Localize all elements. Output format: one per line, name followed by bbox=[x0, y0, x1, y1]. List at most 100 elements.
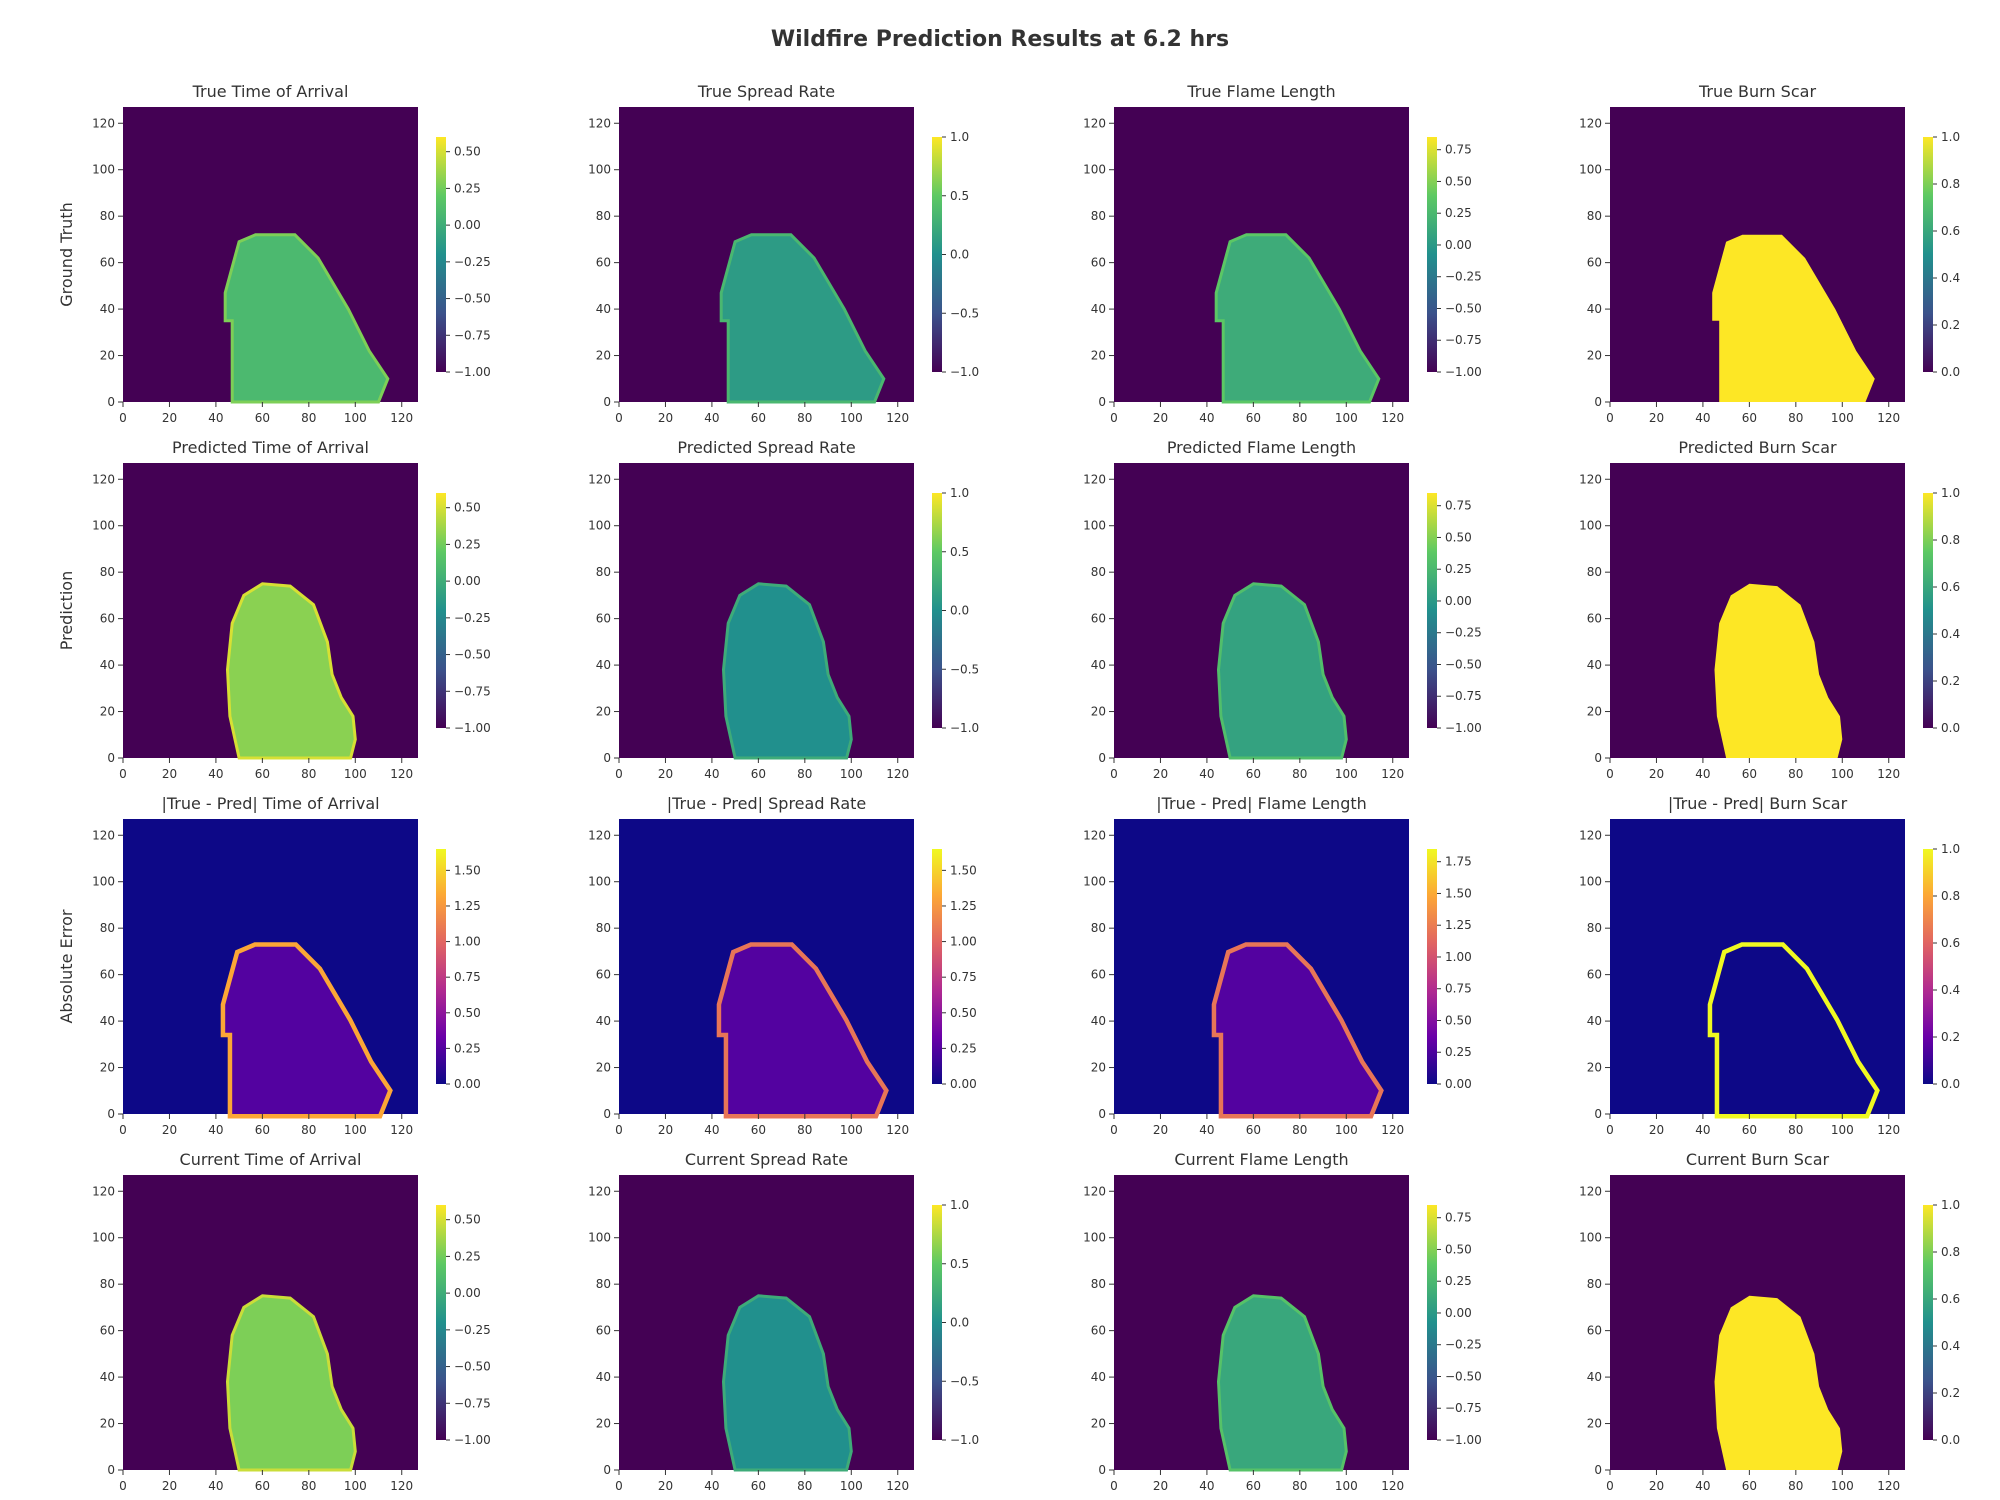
colorbar-tick-label: 0.00 bbox=[1445, 594, 1472, 608]
x-tick-label: 0 bbox=[1110, 411, 1118, 425]
colorbar-tick-label: −1.0 bbox=[950, 721, 979, 735]
colorbar-tick-label: −0.75 bbox=[1445, 333, 1482, 347]
y-tick-label: 100 bbox=[92, 519, 115, 533]
colorbar-tick-label: 0.50 bbox=[1445, 1013, 1472, 1027]
x-tick-label: 100 bbox=[840, 1479, 863, 1493]
y-tick-label: 120 bbox=[1083, 116, 1106, 130]
y-tick-label: 20 bbox=[596, 349, 611, 363]
y-tick-label: 20 bbox=[100, 1417, 115, 1431]
x-tick-label: 40 bbox=[1199, 1123, 1214, 1137]
x-tick-label: 60 bbox=[751, 411, 766, 425]
y-tick-label: 20 bbox=[1587, 705, 1602, 719]
colorbar bbox=[1923, 137, 1933, 372]
y-tick-label: 40 bbox=[1587, 302, 1602, 316]
fire-region-edge bbox=[721, 582, 853, 760]
colorbar-tick-label: 0.00 bbox=[950, 1077, 977, 1091]
x-tick-label: 40 bbox=[704, 767, 719, 781]
fire-region bbox=[227, 583, 356, 758]
y-tick-label: 120 bbox=[1083, 1184, 1106, 1198]
x-tick-label: 120 bbox=[390, 1479, 413, 1493]
panel-title: Predicted Flame Length bbox=[1167, 438, 1356, 457]
x-tick-label: 40 bbox=[208, 1479, 223, 1493]
x-tick-label: 120 bbox=[1877, 411, 1900, 425]
y-tick-label: 20 bbox=[1091, 1417, 1106, 1431]
colorbar-tick-label: 1.50 bbox=[1445, 886, 1472, 900]
x-tick-label: 0 bbox=[119, 767, 127, 781]
colorbar-tick-label: 0.00 bbox=[454, 1286, 481, 1300]
colorbar-tick-label: 0.5 bbox=[950, 545, 969, 559]
y-tick-label: 60 bbox=[1091, 968, 1106, 982]
y-tick-label: 80 bbox=[596, 921, 611, 935]
heatmap-panel: Current Burn Scar 0 20 40 60 80 100 120 0 20 40 60 8… bbox=[1579, 1150, 1960, 1493]
x-tick-label: 20 bbox=[1649, 1479, 1664, 1493]
y-tick-label: 40 bbox=[1091, 1014, 1106, 1028]
colorbar-tick-label: 0.25 bbox=[454, 537, 481, 551]
y-tick-label: 40 bbox=[596, 1370, 611, 1384]
x-tick-label: 120 bbox=[1877, 1123, 1900, 1137]
y-tick-label: 0 bbox=[1098, 1463, 1106, 1477]
y-tick-label: 0 bbox=[1594, 1463, 1602, 1477]
colorbar-tick-label: 0.0 bbox=[1941, 721, 1960, 735]
x-tick-label: 20 bbox=[1153, 1479, 1168, 1493]
fire-region-edge bbox=[1216, 582, 1348, 760]
x-tick-label: 100 bbox=[840, 411, 863, 425]
x-tick-label: 100 bbox=[1335, 1123, 1358, 1137]
x-tick-label: 120 bbox=[1381, 411, 1404, 425]
x-tick-label: 80 bbox=[1292, 1123, 1307, 1137]
fire-region bbox=[1714, 1295, 1843, 1470]
colorbar-tick-label: 0.2 bbox=[1941, 318, 1960, 332]
x-tick-label: 80 bbox=[301, 1123, 316, 1137]
colorbar-tick-label: −1.00 bbox=[454, 365, 491, 379]
error-region-core bbox=[225, 946, 388, 1114]
y-tick-label: 60 bbox=[596, 612, 611, 626]
colorbar-tick-label: −1.00 bbox=[1445, 365, 1482, 379]
y-tick-label: 100 bbox=[1083, 163, 1106, 177]
fire-region bbox=[721, 234, 884, 402]
y-tick-label: 40 bbox=[100, 1014, 115, 1028]
y-tick-label: 120 bbox=[92, 828, 115, 842]
colorbar-tick-label: 0.75 bbox=[454, 970, 481, 984]
y-tick-label: 100 bbox=[1083, 519, 1106, 533]
heatmap-panel: Predicted Burn Scar 0 20 40 60 80 100 120 0 20 40 6… bbox=[1579, 438, 1960, 781]
x-tick-label: 100 bbox=[1831, 767, 1854, 781]
colorbar-tick-label: −0.25 bbox=[1445, 1338, 1482, 1352]
panel-title: True Burn Scar bbox=[1698, 82, 1816, 101]
x-tick-label: 120 bbox=[1877, 1479, 1900, 1493]
x-tick-label: 0 bbox=[119, 411, 127, 425]
heatmap-panel: |True - Pred| Burn Scar 0 20 40 60 80 100 120 0 2… bbox=[1579, 794, 1960, 1137]
colorbar bbox=[436, 137, 446, 372]
y-tick-label: 100 bbox=[588, 163, 611, 177]
colorbar-tick-label: 0.6 bbox=[1941, 580, 1960, 594]
y-tick-label: 120 bbox=[588, 116, 611, 130]
y-tick-label: 80 bbox=[100, 1277, 115, 1291]
figure-title: Wildfire Prediction Results at 6.2 hrs bbox=[771, 27, 1229, 52]
y-tick-label: 120 bbox=[1579, 116, 1602, 130]
error-region-core bbox=[1216, 946, 1379, 1114]
y-tick-label: 60 bbox=[100, 612, 115, 626]
colorbar-tick-label: −0.5 bbox=[950, 306, 979, 320]
fire-region bbox=[1712, 234, 1875, 402]
y-tick-label: 60 bbox=[1091, 612, 1106, 626]
y-tick-label: 60 bbox=[100, 1324, 115, 1338]
x-tick-label: 120 bbox=[390, 411, 413, 425]
y-tick-label: 80 bbox=[100, 921, 115, 935]
y-tick-label: 120 bbox=[1579, 472, 1602, 486]
y-tick-label: 20 bbox=[1091, 349, 1106, 363]
y-tick-label: 80 bbox=[100, 209, 115, 223]
colorbar-tick-label: 1.00 bbox=[950, 935, 977, 949]
colorbar-tick-label: 0.4 bbox=[1941, 627, 1960, 641]
y-tick-label: 100 bbox=[1083, 875, 1106, 889]
y-tick-label: 60 bbox=[596, 1324, 611, 1338]
x-tick-label: 0 bbox=[615, 1479, 623, 1493]
x-tick-label: 40 bbox=[208, 767, 223, 781]
y-tick-label: 80 bbox=[1587, 921, 1602, 935]
y-tick-label: 20 bbox=[1587, 349, 1602, 363]
x-tick-label: 80 bbox=[797, 1479, 812, 1493]
colorbar-tick-label: −1.0 bbox=[950, 365, 979, 379]
colorbar-tick-label: 0.4 bbox=[1941, 1339, 1960, 1353]
y-tick-label: 40 bbox=[596, 1014, 611, 1028]
y-tick-label: 120 bbox=[588, 1184, 611, 1198]
y-tick-label: 120 bbox=[1083, 828, 1106, 842]
x-tick-label: 0 bbox=[1606, 767, 1614, 781]
